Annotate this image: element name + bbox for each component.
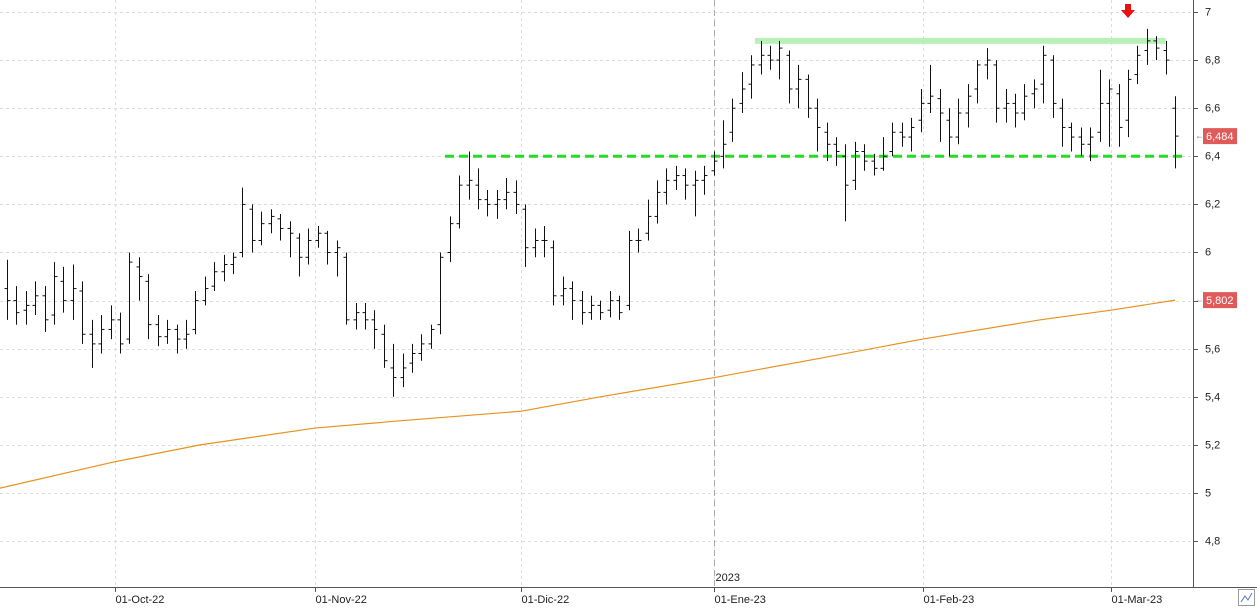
x-tick-label: 01-Nov-22: [316, 594, 367, 606]
chart-icon-glyph: [1240, 592, 1253, 603]
price-label: 6,484: [1206, 131, 1234, 143]
moving-average: [0, 299, 1176, 489]
y-tick-label: 5,6: [1205, 343, 1220, 355]
x-tick-label: 01-Oct-22: [116, 594, 165, 606]
y-tick-label: 6,8: [1205, 54, 1220, 66]
y-tick-label: 5: [1205, 487, 1211, 499]
price-label-box: [1203, 292, 1237, 309]
price-label-box: [1203, 128, 1237, 145]
y-tick-label: 6,6: [1205, 102, 1220, 114]
y-tick-label: 6,4: [1205, 150, 1220, 162]
y-tick-label: 5,4: [1205, 391, 1220, 403]
signal-arrow: [1120, 4, 1135, 18]
y-tick-label: 5,2: [1205, 439, 1220, 451]
y-tick-label: 4,8: [1205, 535, 1220, 547]
y-tick-label: 7: [1205, 6, 1211, 18]
year-label: 2023: [716, 572, 740, 584]
price-pointer: ←: [1195, 294, 1204, 304]
y-tick-label: 6: [1205, 246, 1211, 258]
x-tick-label: 01-Feb-23: [924, 594, 975, 606]
price-pointer: ←: [1195, 130, 1204, 140]
y-tick-label: 6,2: [1205, 198, 1220, 210]
x-tick-label: 01-Ene-23: [715, 594, 766, 606]
x-tick-label: 01-Mar-23: [1112, 594, 1163, 606]
price-label: 5,802: [1206, 295, 1234, 307]
x-tick-label: 01-Dic-22: [522, 594, 570, 606]
